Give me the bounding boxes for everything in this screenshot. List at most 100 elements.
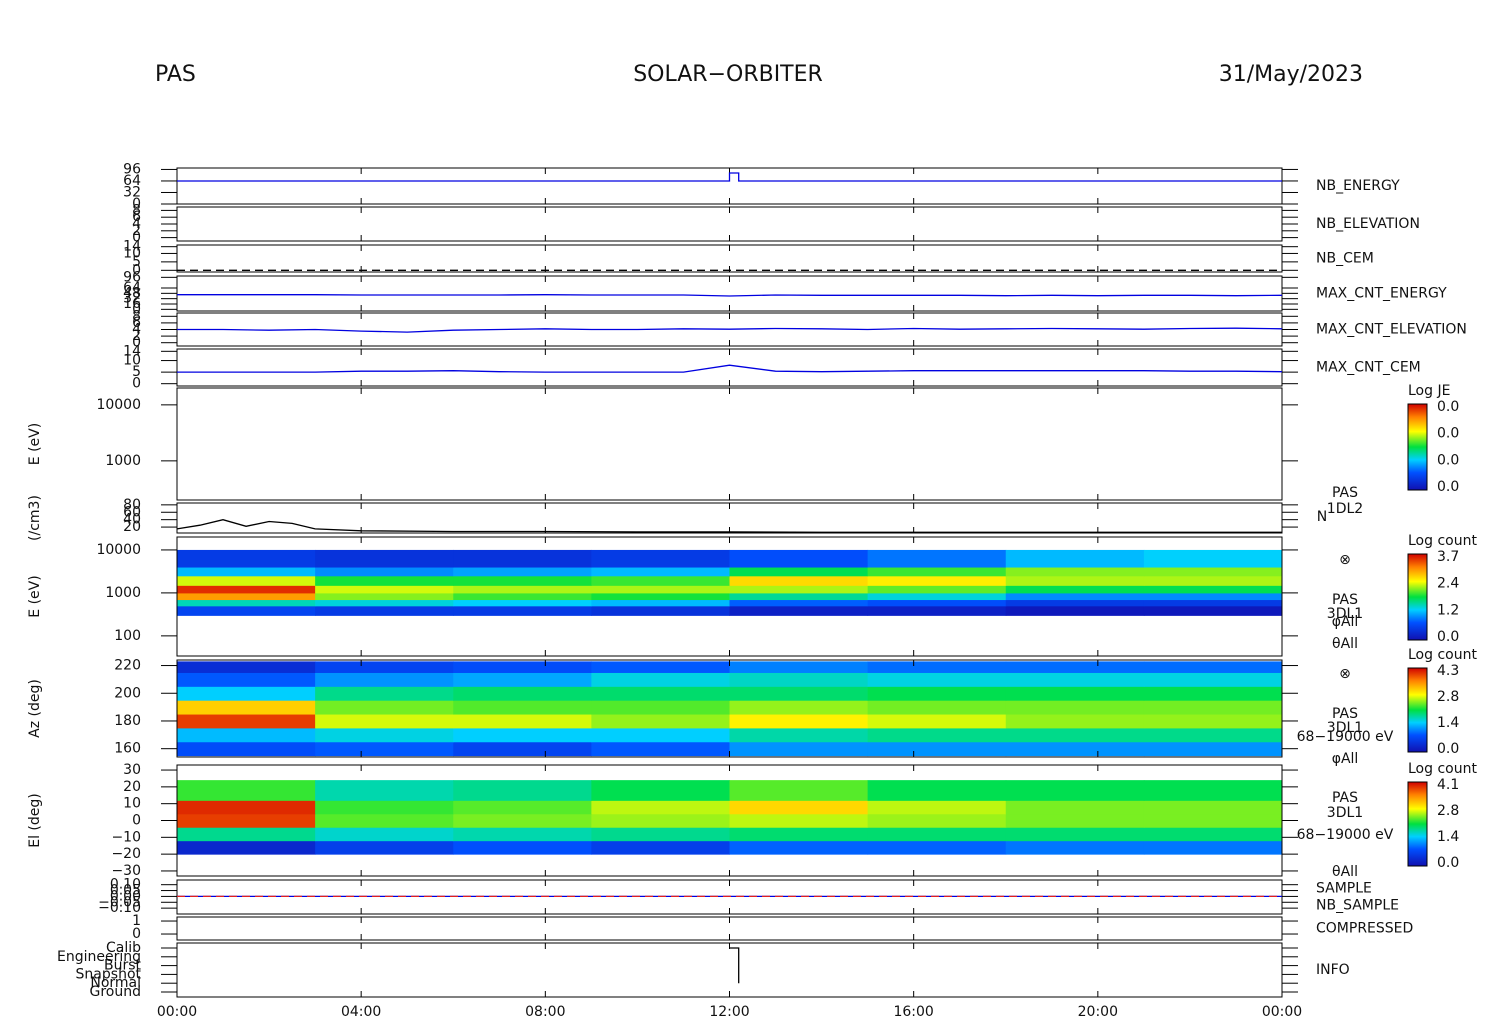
heatmap-cell (1143, 686, 1283, 701)
colorbar-title: Log count (1408, 761, 1477, 777)
heatmap-cell (1005, 700, 1145, 715)
colorbar-title: Log JE (1408, 383, 1450, 399)
heatmap-cell (1143, 827, 1283, 842)
heatmap-cell (1143, 592, 1283, 601)
heatmap-cell (177, 813, 316, 828)
header-left: PAS (155, 62, 196, 87)
y-axis-label: E (eV) (27, 575, 43, 617)
panel-label: PAS (1332, 485, 1358, 501)
y-tick-label: 220 (114, 658, 141, 674)
heatmap-cell (867, 714, 1007, 729)
y-tick-label: Normal (90, 975, 141, 991)
heatmap-cell (729, 827, 869, 842)
heatmap-cell (867, 827, 1007, 842)
colorbar-tick-label: 0.0 (1437, 855, 1459, 871)
y-tick-label: 1000 (105, 585, 141, 601)
series-name: NB_ELEVATION (1316, 216, 1420, 232)
panel-frame (176, 387, 1283, 501)
heatmap-cell (1143, 700, 1283, 715)
y-axis-label: El (deg) (27, 793, 43, 848)
heatmap-cell (453, 727, 592, 743)
series-name: MAX_CNT_ENERGY (1316, 286, 1447, 302)
heatmap-cell (729, 567, 869, 577)
y-axis-label: (/cm3) (27, 495, 43, 541)
heatmap-cell (315, 741, 454, 757)
heatmap-cell (453, 700, 592, 715)
heatmap-cell (591, 599, 730, 607)
y-tick-label: 5 (132, 254, 141, 270)
heatmap-cell (1005, 840, 1145, 855)
panel-label: 68−19000 eV (1297, 729, 1394, 745)
series-name: MAX_CNT_CEM (1316, 360, 1421, 376)
panel-label: 3DL1 (1327, 720, 1363, 736)
colorbar-tick-label: 0.0 (1437, 426, 1459, 442)
heatmap-cell (1005, 592, 1145, 601)
heatmap-cell (1005, 727, 1145, 743)
heatmap-cell (453, 714, 592, 729)
heatmap-cell (591, 780, 730, 801)
heatmap-cell (177, 727, 316, 743)
y-tick-label: 0 (132, 335, 141, 351)
panel-label: 68−19000 eV (1297, 827, 1394, 843)
heatmap-cell (729, 813, 869, 828)
heatmap-cell (591, 686, 730, 701)
heatmap-cell (315, 714, 454, 729)
heatmap-cell (729, 727, 869, 743)
colorbar-tick-label: 2.4 (1437, 576, 1459, 592)
heatmap-cell (177, 605, 316, 616)
heatmap-cell (591, 800, 730, 815)
heatmap-cell (177, 780, 316, 801)
x-tick-label: 04:00 (341, 1004, 381, 1020)
colorbar (1407, 667, 1428, 753)
heatmap-cell (591, 714, 730, 729)
heatmap-cell (729, 700, 869, 715)
y-tick-label: 0.00 (110, 888, 141, 904)
heatmap-cell (177, 700, 316, 715)
panel-label: ⊗ (1339, 552, 1351, 568)
heatmap-cell (1143, 780, 1283, 801)
heatmap-cell (867, 592, 1007, 601)
y-tick-label: 40 (123, 512, 141, 528)
y-tick-label: 10000 (96, 397, 141, 413)
heatmap-cell (1005, 672, 1145, 687)
y-tick-label: 180 (114, 713, 141, 729)
heatmap-cell (867, 575, 1007, 586)
heatmap-cell (1005, 585, 1145, 594)
heatmap-cell (177, 567, 316, 577)
heatmap-cell (591, 700, 730, 715)
heatmap-cell (867, 840, 1007, 855)
colorbar (1407, 553, 1428, 641)
heatmap-cell (315, 840, 454, 855)
y-tick-label: 10 (123, 796, 141, 812)
heatmap-cell (453, 840, 592, 855)
colorbar-tick-label: 0.0 (1437, 479, 1459, 495)
heatmap-cell (315, 686, 454, 701)
panel-label: 3DL1 (1327, 606, 1363, 622)
colorbar-tick-label: 0.0 (1437, 452, 1459, 468)
y-tick-label: 4 (132, 216, 141, 232)
series-name: NB_CEM (1316, 251, 1374, 267)
heatmap-cell (315, 549, 454, 568)
heatmap-cell (1143, 599, 1283, 607)
y-tick-label: 0 (132, 813, 141, 829)
heatmap-cell (315, 800, 454, 815)
series-line (177, 172, 1282, 182)
heatmap-cell (177, 549, 316, 568)
heatmap-cell (453, 585, 592, 594)
heatmap-cell (315, 599, 454, 607)
heatmap-cell (591, 549, 730, 568)
y-axis-label: E (eV) (27, 423, 43, 465)
y-tick-label: 96 (123, 269, 141, 285)
heatmap-cell (315, 605, 454, 616)
heatmap-cell (1005, 827, 1145, 842)
y-tick-label: 0 (132, 196, 141, 212)
y-tick-label: Engineering (57, 949, 141, 965)
heatmap-cell (315, 592, 454, 601)
y-tick-label: 32 (123, 184, 141, 200)
heatmap-cell (729, 599, 869, 607)
colorbar (1407, 403, 1428, 491)
y-tick-label: 0 (132, 926, 141, 942)
heatmap-cell (867, 813, 1007, 828)
y-tick-label: 20 (123, 519, 141, 535)
